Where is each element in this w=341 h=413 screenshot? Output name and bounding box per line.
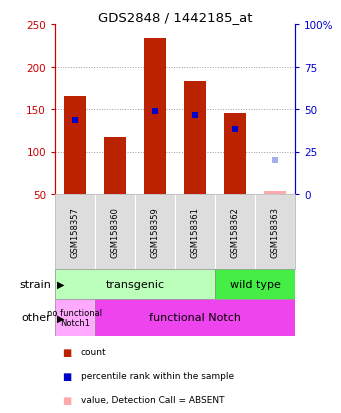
Bar	[55, 269, 215, 299]
Text: count: count	[80, 347, 106, 356]
Bar	[135, 195, 175, 269]
Bar	[55, 195, 95, 269]
Title: GDS2848 / 1442185_at: GDS2848 / 1442185_at	[98, 11, 252, 24]
Bar	[255, 195, 295, 269]
Text: ▶: ▶	[57, 313, 64, 323]
Text: GSM158362: GSM158362	[231, 206, 239, 257]
Text: GSM158361: GSM158361	[191, 206, 199, 257]
Text: wild type: wild type	[229, 279, 280, 289]
Text: ■: ■	[62, 371, 71, 381]
Text: ■: ■	[62, 347, 71, 357]
Text: other: other	[22, 313, 51, 323]
Bar	[215, 195, 255, 269]
Text: GSM158363: GSM158363	[270, 206, 280, 257]
Bar	[215, 269, 295, 299]
Text: GSM158357: GSM158357	[71, 206, 79, 257]
Bar	[95, 195, 135, 269]
Text: GSM158359: GSM158359	[150, 206, 160, 257]
Bar	[224, 114, 246, 195]
Text: no functional
Notch1: no functional Notch1	[47, 308, 103, 328]
Bar	[64, 97, 86, 195]
Bar	[184, 82, 206, 195]
Text: percentile rank within the sample: percentile rank within the sample	[80, 371, 234, 380]
Text: ■: ■	[62, 395, 71, 405]
Bar	[95, 299, 295, 336]
Bar	[55, 299, 95, 336]
Text: GSM158360: GSM158360	[110, 206, 119, 257]
Text: strain: strain	[20, 279, 51, 289]
Text: functional Notch: functional Notch	[149, 313, 241, 323]
Text: transgenic: transgenic	[105, 279, 165, 289]
Bar	[104, 138, 126, 195]
Bar	[264, 192, 286, 195]
Bar	[144, 39, 166, 195]
Text: value, Detection Call = ABSENT: value, Detection Call = ABSENT	[80, 395, 224, 404]
Bar	[264, 193, 286, 195]
Bar	[175, 195, 215, 269]
Text: ▶: ▶	[57, 279, 64, 289]
